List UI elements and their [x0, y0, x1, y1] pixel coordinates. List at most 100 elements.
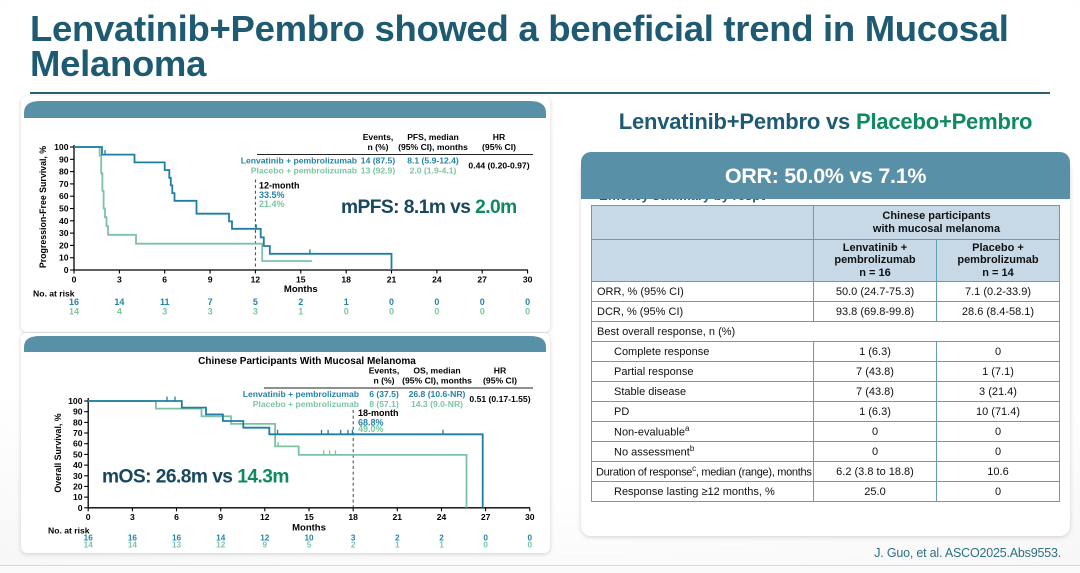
svg-text:16: 16: [172, 534, 182, 543]
svg-text:Placebo + pembrolizumab: Placebo + pembrolizumab: [253, 399, 359, 409]
svg-text:0: 0: [528, 541, 533, 550]
svg-text:18-month: 18-month: [358, 408, 399, 418]
svg-text:68.8%: 68.8%: [358, 418, 384, 428]
svg-text:mOS: 26.8m vs 14.3m: mOS: 26.8m vs 14.3m: [102, 467, 289, 488]
svg-text:80: 80: [73, 417, 83, 427]
svg-text:0: 0: [483, 534, 488, 543]
svg-text:0: 0: [528, 534, 533, 543]
svg-text:8 (57.1): 8 (57.1): [369, 399, 399, 409]
svg-text:13: 13: [172, 541, 182, 550]
svg-text:(95% CI): (95% CI): [482, 142, 516, 152]
svg-text:1: 1: [395, 541, 400, 550]
svg-text:6: 6: [162, 275, 167, 285]
svg-text:0: 0: [483, 541, 488, 550]
svg-text:20: 20: [73, 481, 83, 491]
svg-text:16: 16: [128, 534, 138, 543]
svg-text:Lenvatinib + pembrolizumab: Lenvatinib + pembrolizumab: [243, 389, 359, 399]
svg-text:9: 9: [218, 512, 223, 522]
svg-text:PFS, median: PFS, median: [407, 132, 459, 142]
svg-text:49.0%: 49.0%: [358, 424, 384, 434]
svg-text:20: 20: [59, 240, 69, 250]
svg-text:14: 14: [69, 307, 79, 317]
svg-text:8.1 (5.9-12.4): 8.1 (5.9-12.4): [407, 156, 459, 166]
svg-text:1: 1: [344, 297, 349, 307]
svg-text:0: 0: [434, 297, 439, 307]
svg-text:3: 3: [162, 307, 167, 317]
svg-text:15: 15: [304, 512, 314, 522]
svg-text:100: 100: [54, 142, 69, 152]
svg-text:Overall Survival, %: Overall Survival, %: [53, 413, 63, 492]
svg-text:2.0 (1.9-4.1): 2.0 (1.9-4.1): [410, 166, 457, 176]
svg-text:70: 70: [59, 179, 69, 189]
svg-text:1: 1: [298, 307, 303, 317]
svg-text:0: 0: [434, 307, 439, 317]
svg-text:0: 0: [525, 307, 530, 317]
svg-text:100: 100: [68, 396, 83, 406]
svg-text:12: 12: [260, 534, 270, 543]
svg-text:2: 2: [351, 541, 356, 550]
svg-text:14.3 (9.0-NR): 14.3 (9.0-NR): [411, 399, 463, 409]
svg-text:18: 18: [348, 512, 358, 522]
svg-text:14: 14: [114, 297, 124, 307]
svg-text:(95% CI), months: (95% CI), months: [398, 142, 468, 152]
svg-text:0: 0: [86, 512, 91, 522]
svg-text:9: 9: [208, 275, 213, 285]
svg-text:90: 90: [59, 154, 69, 164]
svg-text:14: 14: [216, 534, 226, 543]
svg-text:18: 18: [341, 275, 351, 285]
svg-text:21: 21: [393, 512, 403, 522]
svg-text:26.8 (10.6-NR): 26.8 (10.6-NR): [409, 389, 466, 399]
svg-text:n (%): n (%): [373, 376, 394, 386]
svg-text:2: 2: [298, 297, 303, 307]
svg-text:3: 3: [117, 275, 122, 285]
svg-text:(95% CI), months: (95% CI), months: [402, 376, 472, 386]
svg-text:Months: Months: [292, 523, 326, 534]
svg-text:60: 60: [73, 439, 83, 449]
svg-text:Placebo + pembrolizumab: Placebo + pembrolizumab: [251, 166, 357, 176]
svg-text:1: 1: [439, 541, 444, 550]
svg-text:12-month: 12-month: [259, 181, 300, 191]
svg-text:Months: Months: [284, 284, 318, 295]
svg-text:3: 3: [253, 307, 258, 317]
svg-text:16: 16: [69, 297, 79, 307]
svg-text:Events,: Events,: [369, 366, 400, 376]
svg-text:27: 27: [481, 512, 491, 522]
svg-text:11: 11: [160, 297, 170, 307]
svg-text:(95% CI): (95% CI): [483, 376, 517, 386]
svg-text:12: 12: [251, 275, 261, 285]
svg-text:4: 4: [117, 307, 122, 317]
svg-text:0: 0: [480, 307, 485, 317]
svg-text:Lenvatinib + pembrolizumab: Lenvatinib + pembrolizumab: [241, 156, 357, 166]
svg-text:50: 50: [73, 449, 83, 459]
svg-text:HR: HR: [493, 132, 506, 142]
svg-text:0: 0: [344, 307, 349, 317]
svg-text:40: 40: [59, 216, 69, 226]
svg-text:27: 27: [477, 275, 487, 285]
svg-text:Progression-Free Survival, %: Progression-Free Survival, %: [38, 146, 48, 268]
svg-text:n (%): n (%): [367, 142, 388, 152]
svg-text:40: 40: [73, 460, 83, 470]
svg-text:0: 0: [525, 297, 530, 307]
svg-text:HR: HR: [494, 366, 507, 376]
svg-text:16: 16: [84, 534, 94, 543]
svg-text:5: 5: [253, 297, 258, 307]
svg-text:0: 0: [64, 265, 69, 275]
svg-text:14 (87.5): 14 (87.5): [361, 156, 396, 166]
svg-text:No. at risk: No. at risk: [48, 526, 90, 536]
svg-text:14: 14: [84, 541, 94, 550]
svg-text:10: 10: [304, 534, 314, 543]
svg-text:30: 30: [525, 512, 535, 522]
svg-text:5: 5: [307, 541, 312, 550]
svg-text:Chinese Participants With Muco: Chinese Participants With Mucosal Melano…: [198, 356, 416, 367]
svg-text:3: 3: [208, 307, 213, 317]
svg-text:6: 6: [174, 512, 179, 522]
svg-text:33.5%: 33.5%: [259, 190, 285, 200]
svg-text:50: 50: [59, 204, 69, 214]
svg-text:70: 70: [73, 428, 83, 438]
svg-text:Events,: Events,: [363, 132, 394, 142]
svg-text:10: 10: [59, 253, 69, 263]
svg-text:No. at risk: No. at risk: [33, 289, 75, 299]
svg-text:24: 24: [432, 275, 442, 285]
svg-text:30: 30: [73, 471, 83, 481]
svg-text:60: 60: [59, 191, 69, 201]
